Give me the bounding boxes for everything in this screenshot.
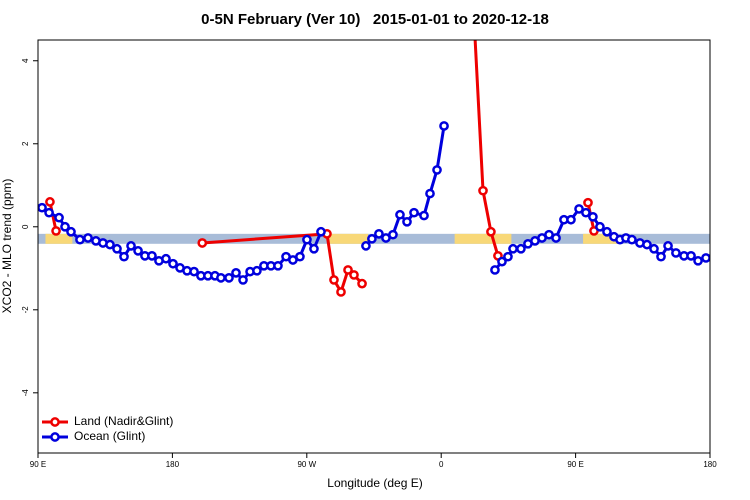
data-point (656, 251, 666, 262)
plot-frame (37, 39, 711, 454)
x-tick-label: 180 (703, 460, 717, 469)
data-point (663, 241, 673, 251)
data-point (419, 210, 429, 221)
data-point (126, 241, 136, 251)
data-point (105, 239, 115, 250)
data-point (574, 204, 584, 214)
data-point (357, 278, 367, 289)
data-point (197, 238, 208, 248)
data-point (551, 233, 561, 243)
data-point (329, 275, 339, 285)
data-point (671, 248, 681, 258)
data-point (54, 212, 64, 223)
data-point (309, 243, 319, 254)
x-tick-label: 90 W (297, 460, 316, 469)
data-point (168, 258, 178, 269)
y-tick-label: -4 (21, 389, 30, 397)
data-point (189, 266, 199, 277)
data-point (302, 234, 312, 245)
land-band (45, 233, 73, 244)
data-point (161, 253, 171, 264)
data-point (693, 255, 703, 266)
data-point (395, 209, 405, 220)
data-point (147, 250, 157, 261)
data-point (388, 229, 398, 240)
data-point (701, 253, 710, 263)
data-point (238, 275, 248, 285)
data-point (490, 265, 500, 275)
data-point (316, 226, 326, 237)
data-point (273, 260, 283, 271)
land-band (583, 233, 618, 244)
data-point (402, 216, 412, 227)
data-point (595, 221, 605, 232)
data-point (642, 239, 652, 250)
data-point (583, 197, 593, 208)
data-layer (38, 40, 710, 297)
data-point (44, 207, 54, 218)
data-point (83, 233, 93, 243)
data-point (497, 256, 507, 267)
data-point (508, 243, 518, 254)
y-axis-label: XCO2 - MLO trend (ppm) (0, 179, 14, 314)
x-tick-label: 0 (439, 460, 444, 469)
data-point (374, 228, 384, 239)
data-point (409, 207, 419, 218)
x-tick-label: 90 E (30, 460, 46, 469)
data-point (349, 270, 359, 280)
data-point (51, 226, 61, 236)
x-tick-label: 90 E (567, 460, 583, 469)
data-point (432, 165, 442, 175)
y-tick-label: 4 (21, 58, 30, 63)
data-point (295, 251, 305, 262)
y-tick-label: -2 (21, 306, 30, 314)
data-point (516, 243, 526, 254)
data-point (45, 197, 55, 207)
data-point (231, 268, 241, 278)
y-tick-label: 2 (21, 141, 30, 146)
y-tick-label: 0 (21, 224, 30, 229)
data-point (686, 250, 696, 261)
data-point (503, 251, 513, 262)
data-point (602, 226, 612, 237)
land-band (327, 233, 369, 244)
data-point (649, 243, 659, 254)
data-point (343, 265, 353, 275)
data-point (133, 246, 143, 256)
data-point (439, 121, 449, 131)
land-band (454, 233, 512, 244)
data-point (60, 221, 70, 232)
data-point (486, 226, 496, 237)
chart-title: 0-5N February (Ver 10) 2015-01-01 to 202… (201, 11, 549, 28)
data-point (361, 241, 371, 251)
data-point (478, 185, 488, 196)
legend-marker (50, 417, 60, 427)
data-point (66, 226, 76, 237)
data-point (224, 272, 234, 283)
data-point (588, 211, 598, 222)
data-point (216, 272, 226, 283)
data-point (38, 202, 47, 213)
data-point (75, 234, 85, 245)
legend-marker (50, 432, 60, 442)
data-point (336, 287, 346, 297)
data-point (581, 207, 591, 218)
x-axis-label: Longitude (deg E) (327, 476, 422, 490)
legend-label: Ocean (Glint) (74, 429, 145, 443)
data-point (627, 234, 637, 245)
data-point (367, 233, 377, 244)
data-point (252, 265, 262, 276)
legend-label: Land (Nadir&Glint) (74, 414, 173, 428)
data-point (566, 214, 576, 225)
data-point (425, 188, 435, 199)
data-point (112, 243, 122, 254)
data-point (119, 251, 129, 262)
x-tick-label: 180 (166, 460, 180, 469)
